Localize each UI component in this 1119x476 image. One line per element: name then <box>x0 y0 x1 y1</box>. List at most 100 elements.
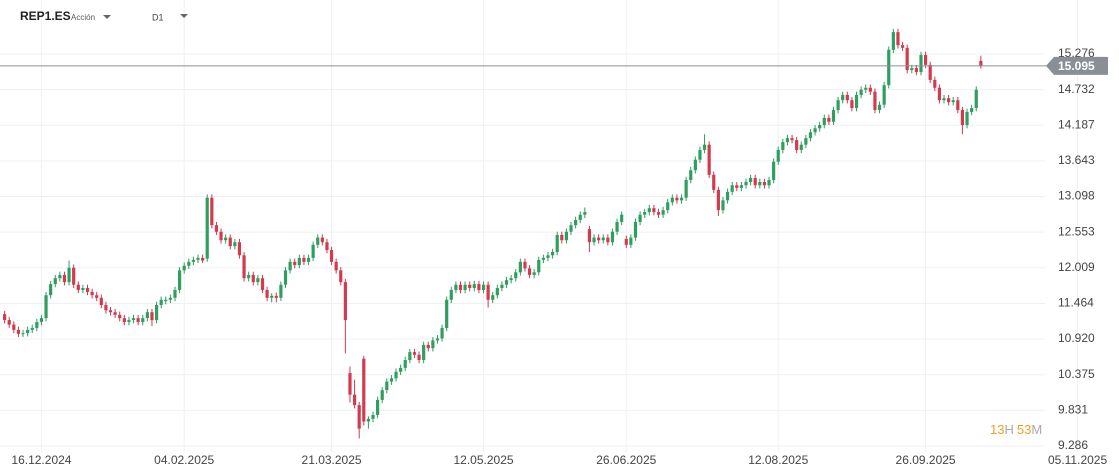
candle-body <box>933 79 937 88</box>
candle-body <box>537 259 541 273</box>
candle-body <box>822 117 826 126</box>
candle-body <box>39 318 44 323</box>
symbol-dropdown[interactable] <box>103 15 111 19</box>
candle-body <box>725 191 730 201</box>
candle-body <box>900 45 905 48</box>
candle-body <box>799 144 803 150</box>
candle-body <box>58 274 62 279</box>
candle-body <box>16 329 21 334</box>
candle-body <box>7 320 11 325</box>
candle-body <box>293 261 297 266</box>
candle-body <box>26 329 30 334</box>
candle-body <box>523 261 527 269</box>
x-tick-label: 05.11.2025 <box>1048 453 1107 467</box>
candle-body <box>329 250 334 262</box>
candle-body <box>49 284 53 296</box>
candle-body <box>836 100 840 111</box>
candle-body <box>744 181 748 186</box>
candle-body <box>606 237 610 243</box>
candle-body <box>389 378 394 382</box>
candle-body <box>864 87 868 90</box>
candle-body <box>868 87 872 92</box>
candle-body <box>426 344 430 349</box>
candle-body <box>643 212 647 215</box>
candle-body <box>790 138 794 141</box>
candle-body <box>472 284 476 289</box>
candle-body <box>339 270 343 283</box>
candle-body <box>265 289 269 298</box>
candle-body <box>947 98 951 103</box>
candle-body <box>435 338 440 341</box>
candle-body <box>670 197 674 203</box>
candle-body <box>228 237 232 247</box>
candle-body <box>965 111 969 126</box>
candle-body <box>491 295 495 300</box>
y-tick-label: 14.732 <box>1058 82 1095 96</box>
candle-body <box>592 237 596 243</box>
candle-body <box>509 278 513 281</box>
candle-body <box>53 278 57 285</box>
candle-body <box>108 310 113 313</box>
candle-body <box>403 359 407 368</box>
candle-body <box>214 225 219 232</box>
candle-body <box>177 270 182 290</box>
candle-body <box>928 64 932 80</box>
candle-body <box>721 200 725 211</box>
candle-body <box>702 144 707 150</box>
candle-body <box>385 381 389 391</box>
candle-body <box>541 257 545 260</box>
candle-body <box>546 255 550 258</box>
candle-body <box>431 340 435 349</box>
candle-body <box>394 371 398 379</box>
candle-body <box>187 261 191 266</box>
candle-body <box>574 219 578 226</box>
candle-body <box>458 284 463 290</box>
candle-body <box>532 272 536 275</box>
candle-body <box>707 144 711 175</box>
timeframe-dropdown[interactable] <box>180 14 188 18</box>
candle-body <box>633 221 638 238</box>
candle-body <box>772 161 776 181</box>
candle-body <box>804 138 808 145</box>
timer-m: M <box>1031 422 1042 437</box>
x-tick-label: 21.03.2025 <box>302 453 362 467</box>
timer-minutes: 53 <box>1017 422 1031 437</box>
candle-body <box>569 225 573 232</box>
candle-body <box>85 288 90 292</box>
candle-body <box>449 289 453 300</box>
current-price-label: 15.095 <box>1058 59 1095 73</box>
candle-body <box>974 89 978 109</box>
candle-body <box>145 312 149 319</box>
candle-body <box>454 284 458 290</box>
candle-body <box>251 274 255 283</box>
candle-body <box>357 405 361 429</box>
candle-body <box>76 284 80 290</box>
candle-body <box>343 282 347 321</box>
candle-body <box>712 174 716 190</box>
candle-body <box>306 257 311 262</box>
candle-body <box>601 237 605 241</box>
candle-body <box>813 128 817 133</box>
symbol[interactable]: REP1.ES <box>20 9 71 23</box>
candle-body <box>877 104 882 111</box>
timeframe[interactable]: D1 <box>152 12 164 22</box>
candle-body <box>597 237 601 241</box>
y-tick-label: 12.009 <box>1058 260 1095 274</box>
candle-body <box>334 261 338 271</box>
candle-body <box>661 210 665 215</box>
candle-body <box>564 231 569 241</box>
candle-body <box>504 280 509 285</box>
candle-body <box>689 170 693 181</box>
candle-body <box>247 274 251 279</box>
candle-body <box>910 68 914 71</box>
candle-body <box>970 108 974 112</box>
candle-body <box>463 284 467 290</box>
candle-body <box>30 327 34 330</box>
candle-body <box>477 284 481 290</box>
candle-body <box>495 288 499 296</box>
candle-body <box>831 110 836 122</box>
candle-body <box>325 242 329 251</box>
candle-body <box>191 259 196 262</box>
candle-body <box>154 305 159 321</box>
y-tick-label: 14.187 <box>1058 117 1095 131</box>
